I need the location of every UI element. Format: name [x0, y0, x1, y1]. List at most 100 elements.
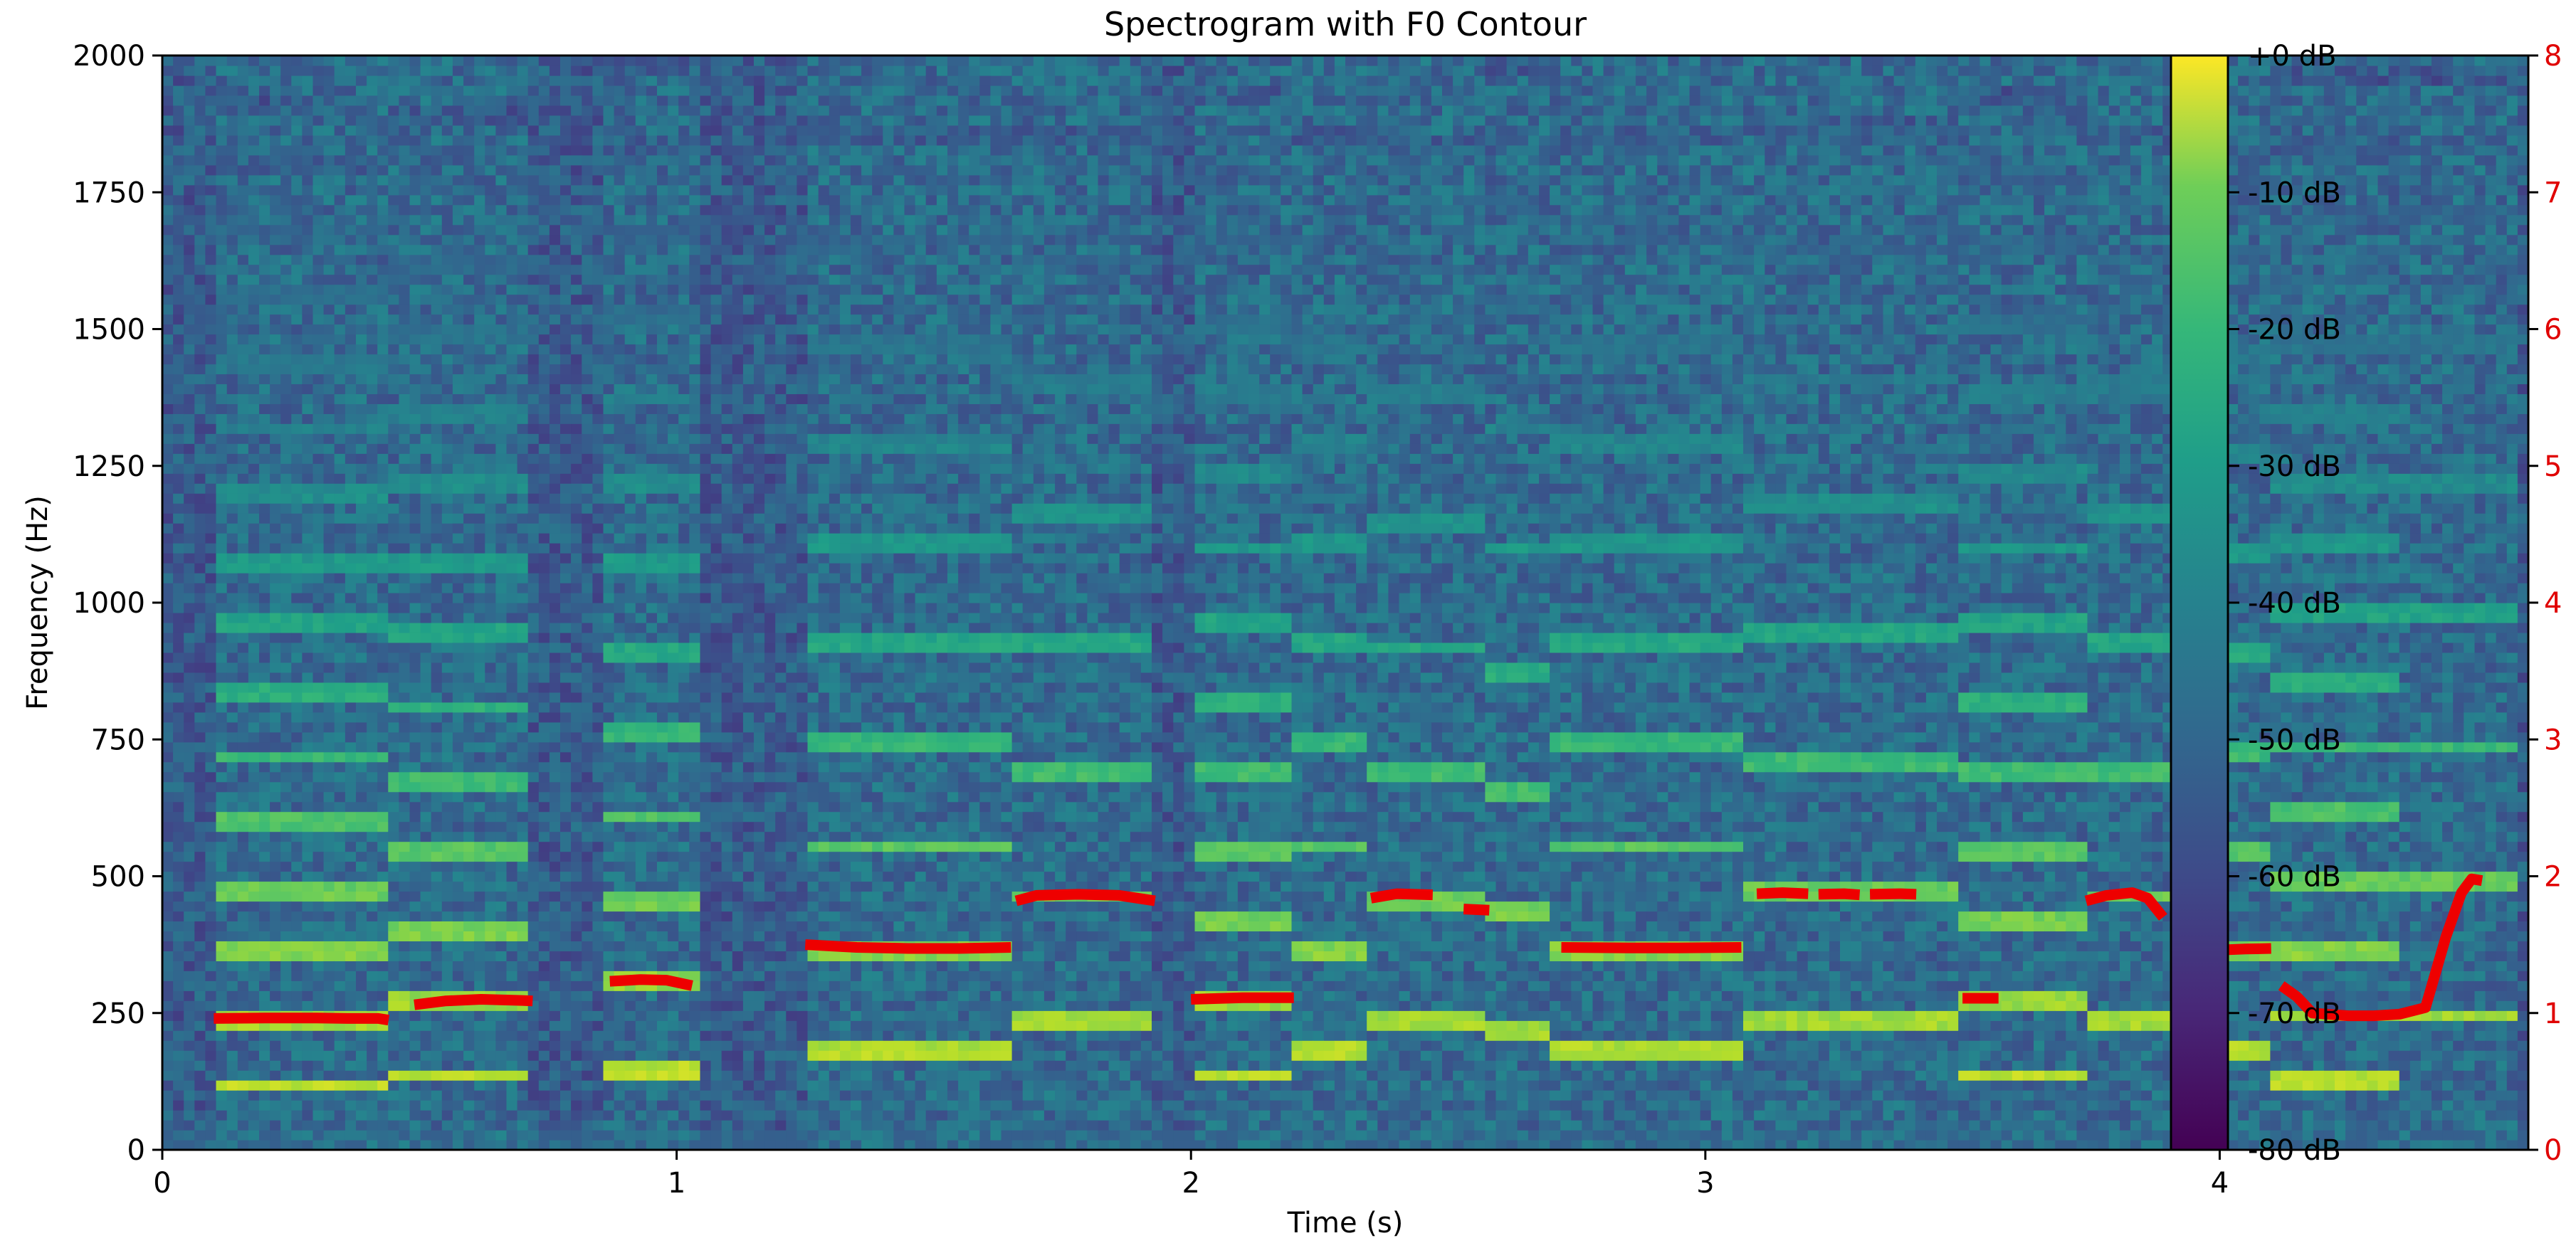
spectrogram-cell [237, 403, 249, 414]
spectrogram-cell [603, 901, 615, 912]
spectrogram-cell [474, 214, 485, 226]
spectrogram-cell [527, 1140, 540, 1150]
spectrogram-cell [205, 632, 217, 643]
spectrogram-cell [582, 214, 593, 226]
spectrogram-cell [582, 384, 593, 394]
spectrogram-cell [452, 95, 464, 106]
spectrogram-cell [441, 741, 453, 753]
spectrogram-cell [441, 354, 453, 365]
spectrogram-cell [388, 423, 399, 434]
spectrogram-cell [463, 771, 475, 783]
spectrogram-cell [399, 702, 411, 713]
spectrogram-cell [356, 871, 367, 882]
spectrogram-cell [226, 603, 238, 613]
spectrogram-cell [237, 662, 249, 673]
spectrogram-cell [560, 961, 572, 971]
spectrogram-cell [388, 453, 399, 464]
spectrogram-cell [237, 384, 249, 394]
spectrogram-cell [345, 1120, 357, 1131]
spectrogram-cell [334, 871, 346, 882]
spectrogram-cell [356, 75, 367, 86]
spectrogram-cell [367, 652, 378, 663]
spectrogram-cell [162, 613, 174, 623]
spectrogram-cell [635, 831, 647, 842]
spectrogram-cell [334, 1130, 346, 1141]
spectrogram-cell [560, 543, 572, 554]
spectrogram-cell [367, 513, 378, 524]
spectrogram-cell [614, 254, 626, 265]
spectrogram-cell [441, 234, 453, 245]
spectrogram-cell [624, 1050, 636, 1061]
spectrogram-cell [345, 941, 357, 951]
spectrogram-cell [441, 961, 453, 971]
spectrogram-cell [441, 623, 453, 633]
spectrogram-cell [409, 234, 421, 245]
spectrogram-cell [345, 533, 357, 544]
spectrogram-cell [582, 771, 593, 783]
spectrogram-cell [571, 105, 582, 116]
spectrogram-cell [280, 364, 292, 374]
spectrogram-cell [420, 941, 432, 951]
spectrogram-cell [463, 543, 475, 554]
spectrogram-cell [441, 881, 453, 892]
spectrogram-cell [194, 861, 206, 872]
spectrogram-cell [538, 294, 550, 305]
spectrogram-cell [582, 463, 593, 474]
spectrogram-cell [527, 891, 540, 902]
spectrogram-cell [582, 164, 593, 176]
spectrogram-cell [431, 861, 443, 872]
spectrogram-cell [614, 334, 626, 345]
spectrogram-cell [592, 174, 604, 186]
spectrogram-cell [527, 463, 540, 474]
spectrogram-cell [356, 433, 367, 444]
spectrogram-cell [441, 105, 453, 116]
spectrogram-cell [420, 95, 432, 106]
spectrogram-cell [635, 861, 647, 872]
spectrogram-cell [517, 224, 529, 236]
spectrogram-cell [367, 523, 378, 534]
spectrogram-cell [420, 314, 432, 325]
spectrogram-cell [538, 1090, 550, 1101]
spectrogram-cell [495, 423, 508, 434]
spectrogram-cell [323, 354, 335, 365]
spectrogram-cell [302, 583, 314, 593]
spectrogram-cell [592, 921, 604, 931]
spectrogram-cell [592, 1000, 604, 1011]
spectrogram-cell [216, 623, 228, 633]
spectrogram-cell [571, 692, 582, 703]
spectrogram-cell [248, 751, 260, 763]
spectrogram-cell [334, 1090, 346, 1101]
spectrogram-cell [194, 921, 206, 931]
spectrogram-cell [216, 881, 228, 892]
spectrogram-cell [194, 731, 206, 743]
spectrogram-cell [399, 921, 411, 931]
spectrogram-cell [646, 1040, 658, 1051]
spectrogram-cell [571, 284, 582, 295]
spectrogram-cell [388, 1010, 399, 1021]
spectrogram-cell [377, 891, 389, 902]
spectrogram-cell [549, 672, 561, 683]
spectrogram-cell [549, 194, 561, 206]
spectrogram-cell [549, 1030, 561, 1041]
spectrogram-cell [463, 354, 475, 365]
spectrogram-cell [571, 543, 582, 554]
spectrogram-cell [571, 453, 582, 464]
spectrogram-cell [452, 105, 464, 116]
spectrogram-cell [248, 364, 260, 374]
spectrogram-cell [452, 403, 464, 414]
spectrogram-cell [463, 623, 475, 633]
spectrogram-cell [312, 573, 325, 583]
spectrogram-cell [485, 234, 496, 245]
spectrogram-cell [614, 911, 626, 921]
spectrogram-cell [259, 603, 270, 613]
spectrogram-cell [356, 55, 367, 66]
spectrogram-cell [527, 821, 540, 832]
spectrogram-cell [302, 443, 314, 454]
spectrogram-cell [334, 523, 346, 534]
spectrogram-cell [173, 741, 184, 753]
spectrogram-cell [452, 1030, 464, 1041]
spectrogram-cell [614, 533, 626, 544]
spectrogram-cell [538, 234, 550, 245]
spectrogram-cell [399, 771, 411, 783]
spectrogram-cell [571, 393, 582, 404]
